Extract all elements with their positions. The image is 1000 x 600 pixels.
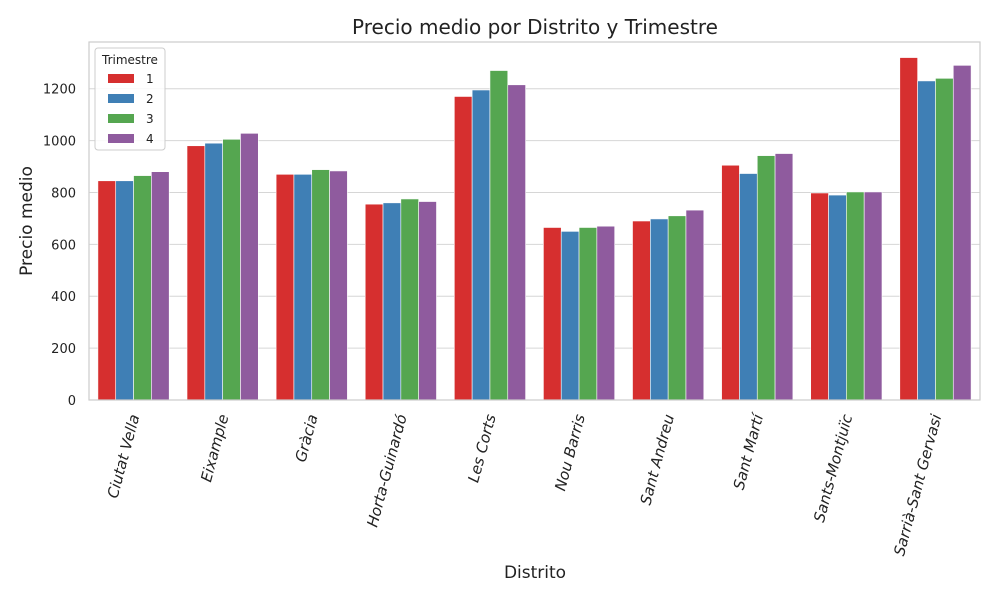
- bar: [578, 227, 598, 401]
- bar: [917, 80, 936, 401]
- bar: [507, 84, 526, 401]
- y-tick-label: 1000: [43, 135, 76, 150]
- bar: [596, 225, 615, 401]
- legend-swatch: [108, 134, 134, 143]
- bar: [222, 138, 241, 401]
- bar: [774, 153, 794, 401]
- bar: [721, 164, 740, 401]
- bar: [115, 180, 134, 401]
- legend: Trimestre 1 2 3 4: [94, 47, 166, 151]
- bar: [151, 171, 170, 401]
- bars: [97, 57, 972, 401]
- x-axis-label: Distrito: [504, 563, 566, 583]
- bar: [899, 57, 918, 401]
- x-tick-label: Eixample: [197, 412, 232, 484]
- x-tick-label: Les Corts: [464, 412, 499, 484]
- bar: [632, 220, 651, 401]
- bar: [863, 191, 883, 401]
- legend-label: 4: [146, 132, 154, 146]
- bar: [650, 218, 669, 401]
- bar: [97, 180, 117, 401]
- bar: [846, 191, 865, 401]
- bar: [952, 65, 972, 401]
- bar: [186, 145, 206, 401]
- legend-label: 2: [146, 92, 154, 106]
- x-tick-label: Horta-Guinardó: [363, 412, 410, 529]
- chart-title: Precio medio por Distrito y Trimestre: [352, 15, 718, 39]
- bar: [400, 198, 419, 401]
- bar: [204, 142, 223, 401]
- x-tick-label: Sants-Montjuïc: [810, 412, 856, 525]
- bar: [382, 202, 402, 401]
- x-tick-labels: Ciutat Vella Eixample Gràcia Horta-Guinardó…: [104, 411, 946, 558]
- bar: [685, 209, 705, 401]
- legend-swatch: [108, 94, 134, 103]
- y-axis-label: Precio medio: [17, 166, 37, 276]
- y-tick-label: 200: [51, 342, 76, 357]
- bar: [311, 169, 330, 401]
- y-tick-label: 1200: [43, 83, 76, 98]
- bar: [454, 96, 473, 401]
- bar: [240, 133, 259, 401]
- bar: [667, 215, 687, 401]
- bar: [293, 174, 313, 401]
- bar: [418, 201, 437, 401]
- bar: [756, 155, 776, 401]
- legend-swatch: [108, 114, 134, 123]
- bar: [471, 89, 491, 401]
- bar: [560, 231, 580, 401]
- legend-label: 1: [146, 72, 154, 86]
- x-tick-label: Sant Martí: [730, 411, 768, 492]
- bar: [739, 173, 758, 401]
- legend-title: Trimestre: [101, 53, 158, 67]
- y-tick-label: 600: [51, 238, 76, 253]
- y-tick-label: 800: [51, 186, 76, 201]
- x-tick-label: Nou Barris: [551, 412, 589, 493]
- bar: [133, 175, 152, 401]
- x-tick-label: Sarrià-Sant Gervasi: [890, 412, 945, 558]
- plot-frame: [88, 41, 981, 401]
- x-tick-label: Gràcia: [292, 412, 322, 464]
- bar: [935, 78, 954, 401]
- bar: [828, 194, 847, 401]
- bar: [810, 192, 829, 401]
- x-tick-label: Ciutat Vella: [104, 412, 144, 500]
- bar: [543, 227, 562, 401]
- y-tick-label: 400: [51, 290, 76, 305]
- y-tick-label: 0: [68, 394, 76, 409]
- legend-swatch: [108, 74, 134, 83]
- bar: [275, 174, 295, 401]
- bar: [329, 170, 348, 401]
- y-tick-labels: 0 200 400 600 800 1000 1200: [43, 83, 76, 409]
- legend-label: 3: [146, 112, 154, 126]
- x-tick-label: Sant Andreu: [637, 412, 678, 507]
- bar: [364, 203, 384, 401]
- bar: [489, 70, 509, 401]
